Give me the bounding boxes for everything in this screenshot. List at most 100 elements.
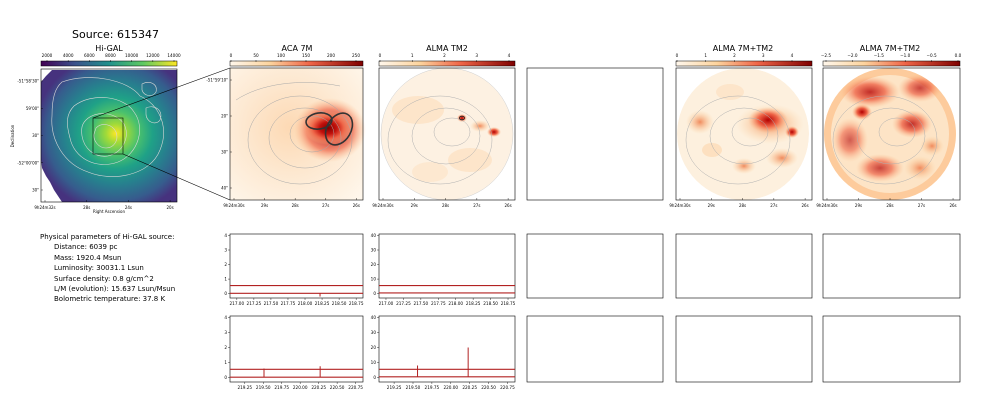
- axis-tick-label: 29s: [855, 203, 862, 208]
- axis-tick-label: 219.75: [425, 385, 440, 390]
- zoom-connector-top: [92, 67, 231, 119]
- axis-tick-label: 0: [224, 291, 227, 296]
- colorbar-tick-label: 1: [704, 53, 707, 58]
- axis-tick-label: 220.25: [311, 385, 326, 390]
- axis-tick-label: 26s: [353, 203, 360, 208]
- empty-map-panel: [526, 67, 664, 201]
- axis-tick-label: 29s: [708, 203, 715, 208]
- axis-tick-label: 217.50: [414, 301, 429, 306]
- colorbar-tick-label: 14000: [167, 53, 181, 58]
- axis-tick-label: 220.75: [348, 385, 363, 390]
- panel-title-higal: Hi-GAL: [95, 44, 123, 53]
- empty-spectrum-panel-3: [822, 233, 961, 299]
- axis-tick-label: 3: [224, 248, 227, 253]
- colorbar-combined: 0 1 2 3 4: [676, 53, 813, 67]
- axis-tick-label: 27s: [770, 203, 777, 208]
- axis-tick-label: 218.00: [298, 301, 313, 306]
- axis-tick-label: 217.00: [379, 301, 394, 306]
- axis-tick-label: 217.75: [431, 301, 446, 306]
- physical-parameters: Physical parameters of Hi-GAL source: Di…: [40, 232, 175, 305]
- axis-tick-label: 30: [371, 330, 377, 335]
- colorbar-tick-label: −1.0: [900, 53, 911, 58]
- axis-tick-label: 29s: [411, 203, 418, 208]
- panel-title-combined-log: ALMA 7M+TM2: [860, 44, 920, 53]
- tm2-map: 9h24m30s 29s 28s 27s 26s: [372, 67, 516, 208]
- axis-tick-label: 30: [371, 248, 377, 253]
- axis-tick-label: 0: [373, 291, 376, 296]
- axis-tick-label: 26s: [802, 203, 809, 208]
- axis-tick-label: 0: [224, 375, 227, 380]
- info-line: Mass: 1920.4 Msun: [54, 253, 122, 262]
- axis-tick-label: 30": [221, 150, 228, 155]
- axis-tick-label: 20: [371, 345, 377, 350]
- info-line: L/M (evolution): 15.637 Lsun/Msun: [54, 285, 176, 294]
- axis-tick-label: 217.75: [281, 301, 296, 306]
- axis-tick-label: 9h24m30s: [223, 203, 244, 208]
- spectrum-tm2-row2: 0 10 20 30 40 219.25 219.50 219.75 220.00 220.25 2…: [371, 315, 516, 390]
- axis-tick-label: 59'00": [26, 106, 39, 111]
- colorbar-tick-label: −2.0: [847, 53, 858, 58]
- axis-tick-label: 220.50: [481, 385, 496, 390]
- axis-tick-label: 218.25: [466, 301, 481, 306]
- zoom-connector-bottom: [122, 153, 231, 201]
- info-heading: Physical parameters of Hi-GAL source:: [40, 233, 175, 241]
- axis-tick-label: 9h24m30s: [669, 203, 690, 208]
- axis-tick-label: 219.50: [406, 385, 421, 390]
- axis-tick-label: 1: [224, 360, 227, 365]
- axis-tick-label: 220.00: [293, 385, 308, 390]
- axis-tick-label: 27s: [473, 203, 480, 208]
- axis-tick-label: 30": [32, 188, 39, 193]
- axis-tick-label: 218.25: [315, 301, 330, 306]
- axis-tick-label: 27s: [322, 203, 329, 208]
- axis-tick-label: 9h24m32s: [34, 205, 55, 210]
- colorbar-tick-label: 4: [791, 53, 794, 58]
- colorbar-tick-label: 2: [733, 53, 736, 58]
- combined-log-map: 9h24m30s 29s 28s 27s 26s: [816, 67, 961, 208]
- colorbar-tick-label: −0.5: [927, 53, 938, 58]
- colorbar-tick-label: 150: [302, 53, 310, 58]
- axis-tick-label: 218.75: [501, 301, 516, 306]
- colorbar-tick-label: 200: [327, 53, 335, 58]
- axis-tick-label: 220.00: [443, 385, 458, 390]
- axis-tick-label: 3: [224, 330, 227, 335]
- colorbar-tick-label: −2.5: [821, 53, 832, 58]
- colorbar-tick-label: 6000: [84, 53, 95, 58]
- empty-spectrum-panel-6: [822, 315, 961, 383]
- colorbar-tick-label: 1: [411, 53, 414, 58]
- axis-tick-label: 9h24m30s: [816, 203, 837, 208]
- colorbar-tick-label: 100: [277, 53, 285, 58]
- axis-tick-label: 9h24m30s: [372, 203, 393, 208]
- axis-tick-label: 10: [371, 360, 377, 365]
- axis-tick-label: 217.25: [396, 301, 411, 306]
- axis-tick-label: 218.50: [332, 301, 347, 306]
- panel-title-aca: ACA 7M: [282, 44, 313, 53]
- axis-tick-label: 217.00: [229, 301, 244, 306]
- axis-tick-label: 218.75: [349, 301, 364, 306]
- colorbar-tick-label: 10000: [125, 53, 139, 58]
- axis-tick-label: 2: [224, 345, 227, 350]
- axis-tick-label: 28s: [442, 203, 449, 208]
- colorbar-tick-label: 4: [508, 53, 511, 58]
- spectrum-aca-row2: 0 1 2 3 4 219.25 219.50 219.75 220.00 220.25 220.5…: [224, 315, 364, 390]
- axis-tick-label: 2: [224, 262, 227, 267]
- axis-tick-label: 4: [224, 233, 227, 238]
- axis-tick-label: -52°00'00": [17, 160, 39, 165]
- axis-tick-label: 26s: [505, 203, 512, 208]
- colorbar-tick-label: 3: [475, 53, 478, 58]
- higal-ylabel: Declination: [10, 124, 15, 147]
- colorbar-aca: 0 50 100 150 200 250: [230, 53, 364, 67]
- colorbar-tick-label: 50: [253, 53, 259, 58]
- source-title: Source: 615347: [72, 28, 159, 41]
- colorbar-tick-label: 3: [762, 53, 765, 58]
- axis-tick-label: -51°59'10": [206, 78, 228, 83]
- axis-tick-label: 26s: [949, 203, 956, 208]
- axis-tick-label: 219.50: [256, 385, 271, 390]
- axis-tick-label: 27s: [918, 203, 925, 208]
- colorbar-tick-label: 0: [230, 53, 233, 58]
- axis-tick-label: 20s: [167, 205, 174, 210]
- spectrum-aca-row1: 0 1 2 3 4 217.00 217.25 217.50 217.75 218.00 218.2…: [224, 233, 364, 306]
- axis-tick-label: 217.25: [247, 301, 262, 306]
- info-line: Luminosity: 30031.1 Lsun: [54, 264, 144, 273]
